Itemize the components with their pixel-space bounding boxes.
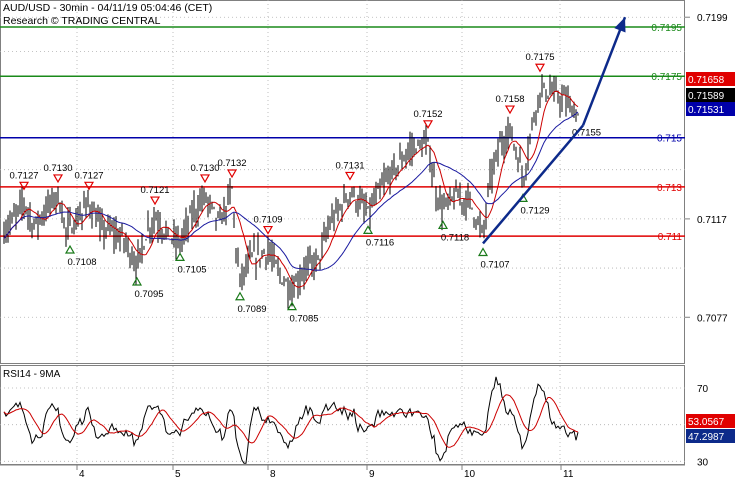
swing-low-marker (286, 301, 298, 311)
y-tick-label: 0.7077 (697, 313, 728, 324)
annotation-label: 0.7155 (572, 127, 601, 138)
swing-high-label: 0.7158 (495, 94, 524, 105)
rsi-series (3, 376, 579, 464)
swing-high-marker (149, 196, 161, 206)
x-tick-label: 8 (270, 469, 276, 480)
swing-high-label: 0.7127 (74, 170, 103, 181)
y-tick-label: 0.7117 (697, 215, 727, 226)
swing-high-label: 0.7132 (217, 158, 246, 169)
gridlines (0, 0, 685, 465)
price-badges: 0.71658 0.71589 0.71531 53.0567 47.2987 (686, 72, 735, 443)
rsi-badge-bg (686, 429, 735, 443)
swing-high-label: 0.7152 (413, 109, 442, 120)
x-tick-label: 4 (79, 469, 85, 480)
swing-high-label: 0.7109 (253, 215, 282, 226)
swing-markers: 0.71270.71300.71270.71210.71300.71320.71… (9, 52, 601, 324)
chart-title: AUD/USD - 30min - 04/11/19 05:04:46 (CET… (3, 2, 212, 14)
swing-low-label: 0.7116 (366, 237, 394, 248)
swing-low-marker (64, 244, 76, 254)
swing-high-marker (262, 225, 274, 235)
x-tick-label: 11 (563, 469, 574, 480)
rsi-line (3, 376, 579, 464)
swing-high-label: 0.7121 (140, 185, 169, 196)
level-label: 0.715 (657, 134, 682, 145)
swing-high-marker (504, 105, 516, 115)
swing-low-marker (362, 225, 374, 234)
support-resistance-lines: 0.7195 0.7175 0.715 0.713 0.711 (0, 23, 685, 243)
price-panel-frame (0, 0, 685, 364)
swing-high-label: 0.7127 (9, 170, 38, 181)
swing-low-label: 0.7105 (177, 264, 206, 275)
rsi-tick-label: 30 (697, 457, 709, 468)
swing-low-marker (131, 276, 143, 286)
swing-low-marker (477, 247, 489, 257)
rsi-badge: 47.2987 (688, 432, 725, 443)
rsi-badge: 53.0567 (688, 417, 725, 428)
price-badge: 0.71658 (688, 75, 725, 86)
y-tick-label: 0.7199 (697, 13, 728, 24)
level-label: 0.7175 (651, 72, 682, 83)
swing-high-marker (422, 120, 434, 130)
x-tick-label: 5 (175, 469, 181, 480)
swing-low-label: 0.7108 (67, 257, 96, 268)
rsi-tick-label: 70 (697, 384, 709, 395)
swing-high-marker (344, 171, 356, 181)
price-badge: 0.71589 (688, 91, 725, 102)
swing-high-marker (18, 181, 30, 191)
swing-low-marker (234, 291, 246, 301)
swing-high-marker (83, 181, 95, 191)
chart-source: Research © TRADING CENTRAL (3, 15, 161, 27)
price-badge: 0.71531 (688, 105, 725, 116)
swing-high-label: 0.7131 (335, 160, 364, 171)
swing-high-marker (534, 63, 546, 73)
projection-arrow-head (614, 17, 626, 33)
swing-low-label: 0.7129 (520, 205, 549, 216)
price-badge-bg (686, 72, 735, 86)
level-label: 0.713 (657, 183, 682, 194)
x-tick-label: 10 (464, 469, 476, 480)
price-badge-bg (686, 102, 735, 116)
swing-high-label: 0.7130 (190, 163, 219, 174)
swing-low-label: 0.7107 (480, 259, 509, 270)
fast-moving-average (3, 90, 579, 288)
trend-and-projection (482, 16, 627, 245)
swing-low-label: 0.7118 (441, 232, 469, 243)
swing-high-marker (199, 174, 211, 184)
swing-high-marker (226, 169, 238, 179)
level-label: 0.711 (658, 232, 683, 243)
rsi-badge-bg (686, 414, 735, 428)
axis-labels: 4 5 8 9 10 11 0.7199 0.7117 0.7077 70 30 (76, 13, 728, 480)
swing-high-label: 0.7175 (525, 52, 554, 63)
projection-arrow (581, 16, 627, 126)
x-tick-label: 9 (369, 469, 375, 480)
rsi-ma-line (3, 394, 579, 448)
rsi-label: RSI14 - 9MA (3, 369, 61, 380)
swing-low-label: 0.7095 (134, 289, 163, 300)
swing-high-marker (52, 174, 64, 184)
level-label: 0.7195 (651, 23, 682, 34)
uptrend-line (482, 124, 584, 245)
swing-low-marker (437, 220, 449, 230)
price-series (3, 74, 579, 309)
swing-low-label: 0.7089 (237, 304, 266, 315)
swing-low-label: 0.7085 (289, 314, 318, 325)
swing-low-marker (174, 252, 186, 262)
slow-moving-average (3, 111, 579, 271)
price-badge-bg (686, 88, 735, 102)
rsi-panel-frame (0, 365, 685, 465)
swing-high-label: 0.7130 (43, 163, 72, 174)
